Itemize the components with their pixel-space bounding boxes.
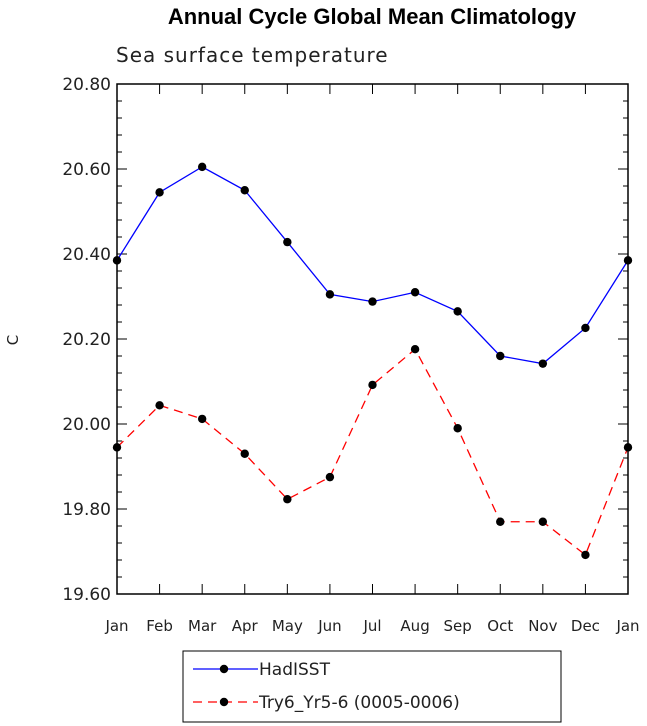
data-point-series-0 (240, 186, 249, 195)
y-axis-label: C (4, 335, 22, 345)
y-tick-label: 19.80 (62, 500, 111, 520)
series-line-0 (116, 166, 629, 365)
data-point-series-1 (453, 424, 462, 433)
axis-ticks: 19.60 19.80 20.00 20.20 20.40 20.60 20.80 Jan Fe… (62, 75, 639, 635)
x-tick-label: Jun (317, 617, 341, 635)
chart-subtitle: Sea surface temperature (116, 43, 389, 67)
y-tick-label: 20.60 (62, 160, 111, 180)
data-point-series-0 (368, 297, 377, 306)
x-tick-label: Jan (615, 617, 639, 635)
x-tick-label: Mar (188, 617, 217, 635)
data-point-series-1 (283, 495, 292, 504)
data-point-series-1 (325, 472, 335, 482)
data-point-series-1 (112, 443, 122, 452)
y-tick-label: 20.80 (62, 75, 111, 95)
data-point-series-0 (453, 307, 462, 316)
x-tick-label: Aug (400, 617, 429, 635)
x-tick-label: Jan (104, 617, 128, 635)
legend-label-1: Try6_Yr5-6 (0005-0006) (258, 693, 460, 713)
x-tick-label: Apr (232, 617, 259, 635)
data-point-series-0 (197, 162, 207, 172)
x-tick-label: May (272, 617, 303, 635)
data-point-series-0 (155, 188, 164, 197)
y-tick-label: 20.00 (62, 415, 111, 435)
legend-marker-0 (219, 664, 229, 674)
data-point-series-0 (623, 256, 633, 265)
plot-frame (116, 83, 629, 595)
y-tick-label: 20.20 (62, 330, 111, 350)
legend-label-0: HadISST (259, 660, 331, 680)
x-tick-label: Feb (146, 617, 173, 635)
x-tick-label: Jul (362, 617, 381, 635)
series-layer (112, 162, 633, 560)
y-tick-label: 20.40 (62, 245, 111, 265)
data-point-series-0 (112, 256, 122, 265)
x-tick-label: Nov (528, 617, 557, 635)
x-tick-label: Oct (487, 617, 513, 635)
data-point-series-1 (240, 449, 249, 458)
data-point-series-0 (581, 323, 590, 333)
legend-marker-1 (219, 697, 229, 707)
series-line-1 (116, 348, 629, 556)
data-point-series-1 (581, 550, 590, 560)
data-point-series-0 (283, 237, 292, 247)
data-point-series-1 (496, 517, 505, 526)
y-tick-label: 19.60 (62, 585, 111, 605)
legend: HadISST Try6_Yr5-6 (0005-0006) (182, 650, 562, 723)
data-point-series-1 (368, 380, 377, 390)
data-point-series-1 (197, 414, 207, 424)
data-point-series-1 (538, 517, 548, 526)
data-point-series-0 (538, 359, 548, 368)
data-point-series-1 (623, 443, 633, 452)
legend-box (182, 650, 562, 723)
data-point-series-1 (410, 345, 420, 354)
data-point-series-1 (155, 401, 164, 410)
x-tick-label: Dec (571, 617, 600, 635)
x-tick-label: Sep (444, 617, 472, 635)
data-point-series-0 (496, 351, 505, 361)
data-point-series-0 (410, 288, 420, 297)
chart-title: Annual Cycle Global Mean Climatology (168, 4, 577, 29)
data-point-series-0 (325, 290, 335, 299)
